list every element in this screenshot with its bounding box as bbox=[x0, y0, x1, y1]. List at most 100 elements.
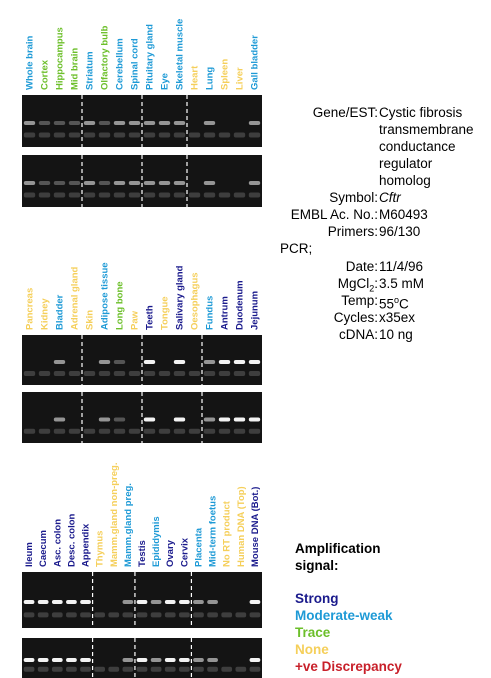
primer-band bbox=[233, 371, 246, 376]
lane-label: Teeth bbox=[145, 305, 156, 330]
band bbox=[80, 600, 91, 604]
legend-title: Amplification bbox=[295, 541, 381, 556]
info-heading: PCR; bbox=[280, 241, 313, 256]
primer-band bbox=[248, 132, 261, 138]
primer-band bbox=[143, 428, 156, 434]
band bbox=[158, 181, 171, 185]
lane-label: Mid brain bbox=[70, 48, 81, 90]
primer-band bbox=[235, 666, 247, 672]
primer-band bbox=[178, 612, 190, 618]
primer-band bbox=[143, 132, 156, 138]
band bbox=[143, 181, 156, 185]
primer-band bbox=[38, 428, 51, 434]
primer-band bbox=[66, 666, 77, 672]
lane-label: Appendix bbox=[81, 523, 92, 567]
primer-band bbox=[80, 612, 91, 618]
info-value: 3.5 mM bbox=[379, 276, 425, 291]
info-value: 96/130 bbox=[379, 224, 421, 239]
band bbox=[178, 658, 190, 662]
primer-band bbox=[94, 612, 106, 618]
primer-band bbox=[143, 371, 156, 376]
band bbox=[37, 658, 49, 662]
band bbox=[53, 121, 66, 125]
band bbox=[143, 417, 156, 422]
primer-band bbox=[173, 371, 186, 376]
band bbox=[158, 121, 171, 125]
info-value: 55oC bbox=[379, 292, 409, 313]
band bbox=[23, 658, 35, 662]
band bbox=[248, 417, 261, 422]
lane-label: Placenta bbox=[193, 527, 204, 567]
primer-band bbox=[248, 428, 261, 434]
lane-label: Adrenal gland bbox=[70, 266, 81, 330]
lane-label: Epididymis bbox=[151, 516, 162, 567]
lane-label: Mamm.gland preg. bbox=[123, 483, 134, 567]
primer-band bbox=[188, 428, 201, 434]
info-line: transmembrane bbox=[379, 122, 474, 137]
primer-band bbox=[136, 612, 148, 618]
primer-band bbox=[113, 132, 126, 138]
band bbox=[143, 121, 156, 125]
band bbox=[128, 181, 141, 185]
band bbox=[164, 600, 176, 604]
primer-band bbox=[83, 428, 96, 434]
band bbox=[128, 121, 141, 125]
lane-label: Testis bbox=[137, 540, 148, 567]
value-sup: o bbox=[394, 295, 400, 305]
band bbox=[218, 360, 231, 364]
band bbox=[164, 658, 176, 662]
label-part: MgCl bbox=[337, 276, 370, 291]
info-value: Cftr bbox=[379, 190, 401, 205]
info-label: Primers: bbox=[327, 224, 378, 239]
primer-band bbox=[248, 371, 261, 376]
primer-band bbox=[53, 192, 66, 198]
lane-label: Spleen bbox=[220, 59, 231, 90]
info-value: x35ex bbox=[379, 310, 416, 325]
band bbox=[66, 658, 77, 662]
lane-label: Mid-term foetus bbox=[208, 496, 219, 567]
primer-band bbox=[113, 428, 126, 434]
primer-band bbox=[128, 132, 141, 138]
band bbox=[248, 121, 261, 125]
legend-title: signal: bbox=[295, 558, 339, 573]
primer-band bbox=[203, 132, 216, 138]
band bbox=[122, 658, 134, 662]
primer-band bbox=[233, 192, 246, 198]
lane-label: Tongue bbox=[160, 296, 171, 330]
lane-label: Skeletal muscle bbox=[175, 19, 186, 90]
primer-band bbox=[158, 192, 171, 198]
primer-band bbox=[53, 371, 66, 376]
lane-label: Eye bbox=[160, 73, 171, 90]
lane-label: Salivary gland bbox=[175, 265, 186, 330]
lane-label: Heart bbox=[190, 65, 201, 90]
primer-band bbox=[218, 428, 231, 434]
primer-band bbox=[173, 192, 186, 198]
primer-band bbox=[233, 428, 246, 434]
primer-band bbox=[23, 612, 35, 618]
primer-band bbox=[128, 192, 141, 198]
band bbox=[23, 600, 35, 604]
lane-label: Ileum bbox=[24, 542, 35, 567]
primer-band bbox=[23, 428, 36, 434]
info-label: Symbol: bbox=[329, 190, 378, 205]
primer-band bbox=[143, 192, 156, 198]
primer-band bbox=[98, 371, 111, 376]
primer-band bbox=[207, 666, 218, 672]
band bbox=[203, 121, 216, 125]
band bbox=[23, 181, 36, 185]
band bbox=[80, 658, 91, 662]
primer-band bbox=[249, 612, 261, 618]
primer-band bbox=[83, 132, 96, 138]
band bbox=[248, 181, 261, 185]
primer-band bbox=[203, 371, 216, 376]
info-label: Cycles: bbox=[333, 310, 378, 325]
lane-label: Bladder bbox=[55, 294, 66, 330]
lane-label: Pancreas bbox=[25, 288, 36, 330]
primer-band bbox=[188, 371, 201, 376]
lane-label: Kidney bbox=[40, 298, 51, 330]
primer-band bbox=[113, 371, 126, 376]
primer-band bbox=[80, 666, 91, 672]
lane-label: Gall bladder bbox=[250, 35, 261, 90]
legend-item: Trace bbox=[295, 625, 331, 640]
